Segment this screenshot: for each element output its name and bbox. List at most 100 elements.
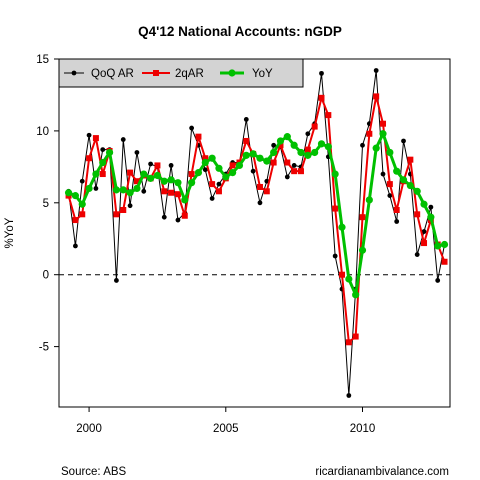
data-point-yoy [133,184,141,193]
data-point-yoy [372,144,380,152]
data-point-yoy [352,291,360,299]
data-point-yoy [153,171,162,180]
series-yoy [64,130,449,299]
data-point-yoy [222,173,230,181]
data-point-yoy [276,137,285,145]
data-point-qoq [250,168,256,174]
data-point-qoq [414,252,420,257]
data-point-2qar [332,205,339,212]
data-point-yoy [365,196,373,204]
data-point-yoy [270,148,278,157]
y-tick-label: 10 [36,126,49,138]
data-point-qoq [305,131,311,137]
data-point-2qar [168,189,175,196]
data-point-2qar [393,206,400,213]
data-point-yoy [427,213,435,221]
site-credit: ricardianambivalance.com [315,466,449,478]
data-point-yoy [92,170,100,178]
y-tick-label: -5 [39,342,49,354]
data-point-yoy [174,179,182,187]
data-point-2qar [188,171,195,178]
data-point-2qar [229,162,236,169]
legend-marker-qoq [71,70,77,76]
data-point-qoq [319,70,324,76]
data-point-qoq [161,214,167,220]
data-point-yoy [297,148,305,157]
data-point-yoy [188,179,196,187]
data-point-2qar [380,120,387,127]
y-tick-label: 15 [36,54,49,66]
data-point-qoq [373,68,379,73]
data-point-yoy [71,192,80,200]
data-point-qoq [360,142,365,148]
data-point-qoq [202,167,208,173]
data-point-yoy [85,184,93,193]
data-point-yoy [235,161,244,170]
data-point-2qar [161,188,168,195]
data-point-yoy [393,167,401,175]
data-point-qoq [380,171,386,177]
data-point-yoy [194,169,203,177]
y-tick-label: 5 [43,198,49,210]
legend: QoQ AR 2qAR YoY [58,58,304,88]
data-point-yoy [112,186,121,194]
data-point-yoy [440,240,449,249]
data-point-2qar [345,339,352,346]
data-point-2qar [202,155,209,162]
data-point-2qar [441,258,448,265]
x-tick-label: 2010 [350,423,376,435]
data-point-2qar [209,181,216,188]
data-point-qoq [189,125,195,131]
data-point-2qar [338,271,345,278]
data-point-yoy [263,157,271,165]
data-point-yoy [140,170,148,178]
x-tick-label: 2000 [76,423,102,435]
data-point-qoq [271,142,277,148]
legend-box [58,58,304,88]
data-point-yoy [64,189,73,197]
data-point-2qar [325,112,332,119]
series-line-2qar [67,95,446,344]
data-point-qoq [332,253,338,259]
data-point-yoy [126,189,134,197]
data-point-qoq [93,186,99,191]
data-point-yoy [201,158,209,167]
data-point-2qar [407,156,414,163]
data-point-qoq [100,147,106,152]
data-point-qoq [394,219,400,224]
data-point-2qar [291,168,298,175]
data-point-yoy [311,148,319,157]
y-axis: -5 0 5 10 15 [36,54,59,354]
x-axis: 2000 2005 2010 [76,407,375,435]
data-point-qoq [114,278,119,283]
data-point-qoq [216,181,222,187]
data-point-2qar [195,133,202,140]
data-point-2qar [277,142,284,149]
data-point-yoy [358,246,367,254]
data-point-qoq [168,163,174,168]
data-point-yoy [386,148,394,157]
data-point-yoy [290,141,298,149]
data-point-yoy [345,275,353,283]
data-point-yoy [317,140,326,148]
data-point-yoy [283,133,291,141]
data-point-2qar [154,162,161,169]
data-point-yoy [208,154,216,162]
legend-label-yoy: YoY [252,68,273,80]
data-point-2qar [127,169,134,176]
data-point-2qar [304,146,311,153]
data-point-yoy [167,176,175,184]
data-point-2qar [373,93,380,100]
data-point-yoy [146,174,155,182]
data-point-qoq [257,200,263,206]
data-point-yoy [420,200,428,208]
data-point-yoy [331,170,339,178]
data-point-qoq [435,278,441,283]
data-point-qoq [127,203,133,209]
data-point-2qar [86,155,93,162]
legend-label-qoq: QoQ AR [91,68,134,80]
data-point-2qar [311,123,318,130]
data-point-qoq [401,138,406,144]
data-point-qoq [209,196,215,201]
data-point-yoy [249,150,257,158]
